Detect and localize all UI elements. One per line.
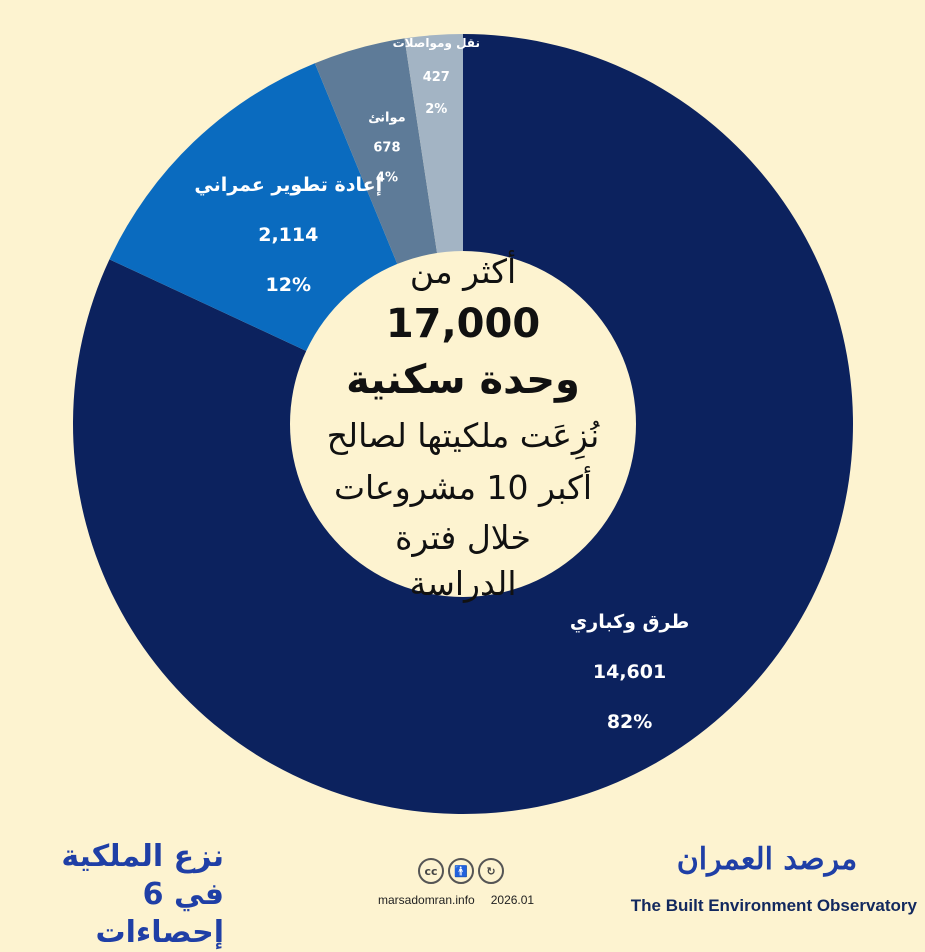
slice-value-4: 427: [423, 70, 450, 85]
center-hole: [290, 251, 636, 597]
slice-label-3: موانئ: [368, 110, 405, 125]
website-link[interactable]: marsadomran.info: [378, 893, 475, 907]
donut-chart: طرق وكباري 14,601 82% إعادة تطوير عمراني 2,1…: [72, 34, 854, 814]
center-line-4: نُزِعَت ملكيتها لصالح: [327, 416, 600, 460]
brand-logo-arabic: مرصد العمران: [676, 842, 858, 877]
publish-date: 2026.01: [490, 893, 535, 907]
center-line-7: الدراسة: [410, 564, 517, 603]
slice-value-3: 678: [373, 140, 400, 155]
slice-label-2: إعادة تطوير عمراني: [194, 174, 382, 196]
by-icon: 🚹: [448, 858, 474, 884]
slice-labels: طرق وكباري 14,601 82% إعادة تطوير عمراني 2,1…: [194, 36, 689, 733]
slice-percent-2: 12%: [266, 274, 311, 296]
footer-title: نزع الملكية في 6 إحصاءات: [14, 838, 224, 952]
center-line-3: وحدة سكنية: [346, 357, 580, 403]
center-line-5: أكبر 10 مشروعات: [334, 466, 592, 507]
license-icons: cc 🚹 ↻: [418, 858, 504, 884]
slice-value-2: 2,114: [258, 224, 318, 246]
slice-label-1: طرق وكباري: [570, 611, 689, 634]
center-text: أكثر من 17,000 وحدة سكنية نُزِعَت ملكيته…: [327, 250, 600, 603]
sa-icon: ↻: [478, 858, 504, 884]
slice-label-4: نقل ومواصلات: [393, 36, 480, 51]
cc-icon: cc: [418, 858, 444, 884]
slice-percent-4: 2%: [425, 102, 447, 117]
footer-meta: marsadomran.info 2026.01: [378, 893, 578, 907]
brand-name-english: The Built Environment Observatory: [630, 896, 917, 915]
center-line-1: أكثر من: [410, 250, 516, 291]
slice-value-1: 14,601: [593, 661, 666, 683]
slice-percent-3: 4%: [376, 170, 398, 185]
slice-percent-1: 82%: [607, 711, 652, 733]
center-line-2: 17,000: [386, 301, 540, 347]
footer-title-line-2: في 6 إحصاءات: [95, 877, 225, 950]
center-line-6: خلال فترة: [395, 518, 531, 557]
footer-title-line-1: نزع الملكية: [61, 839, 224, 874]
